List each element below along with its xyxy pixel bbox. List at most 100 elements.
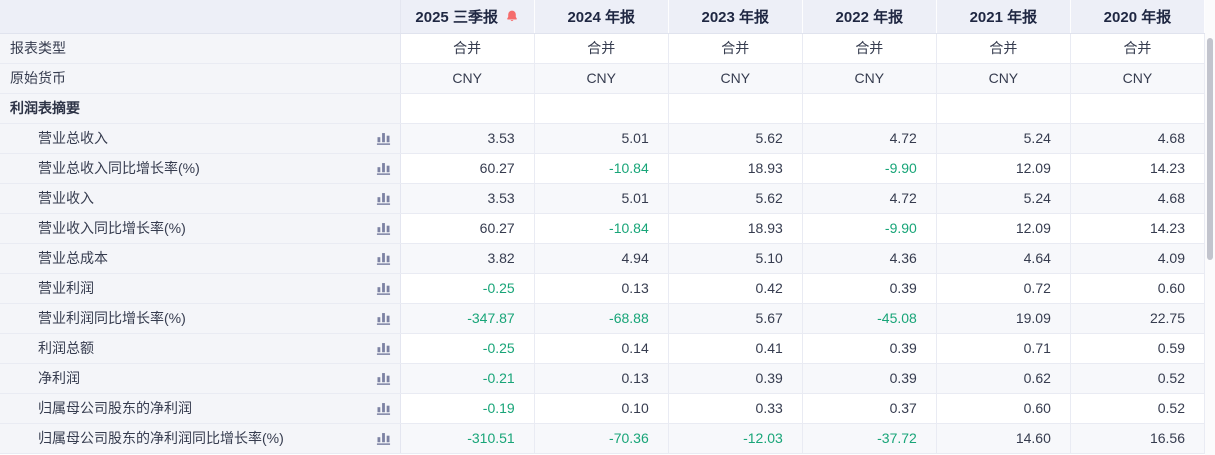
bar-chart-icon[interactable] [376,251,391,266]
value-cell: 4.94 [534,243,669,274]
value-cell [534,93,669,124]
value-cell: 22.75 [1070,303,1206,334]
value-cell: 14.23 [1070,153,1206,184]
row-label-cell: 营业总收入同比增长率(%) [0,153,401,184]
row-label: 利润表摘要 [10,100,80,116]
column-header-label: 2021 年报 [969,8,1038,26]
bar-chart-icon[interactable] [376,431,391,446]
value-cell: -0.25 [400,273,535,304]
value-cell: 18.93 [668,153,803,184]
value-cell: 12.09 [936,153,1071,184]
bar-chart-icon[interactable] [376,371,391,386]
value-cell: 0.13 [534,363,669,394]
value-cell: 14.23 [1070,213,1206,244]
bar-chart-icon[interactable] [376,401,391,416]
value-cell: 60.27 [400,153,535,184]
value-cell: 合并 [668,33,803,64]
value-cell: -347.87 [400,303,535,334]
value-cell: 4.64 [936,243,1071,274]
value-cell [802,93,937,124]
alert-bell-icon[interactable] [505,9,519,24]
value-cell: 0.71 [936,333,1071,364]
table-row: 营业收入同比增长率(%) 60.27 -10.84 18.93 -9.90 12.09 14… [0,213,1206,244]
value-cell: CNY [1070,63,1206,94]
table-row: 营业总收入同比增长率(%) 60.27 -10.84 18.93 -9.90 12.09 1… [0,153,1206,184]
row-label-cell: 归属母公司股东的净利润 [0,393,401,424]
value-cell: CNY [802,63,937,94]
row-label: 营业总成本 [38,250,108,266]
table-row: 营业总成本 3.82 4.94 5.10 4.36 4.64 4.09 [0,243,1206,274]
value-cell: 0.60 [1070,273,1206,304]
row-label-cell: 报表类型 [0,33,401,64]
value-cell [668,93,803,124]
column-header-2025-三季报: 2025 三季报 [400,0,535,34]
value-cell: 5.24 [936,183,1071,214]
value-cell: -0.19 [400,393,535,424]
table-row: 归属母公司股东的净利润同比增长率(%) -310.51 -70.36 -12.03 -3… [0,423,1206,454]
value-cell: CNY [400,63,535,94]
value-cell: -9.90 [802,153,937,184]
value-cell: 0.59 [1070,333,1206,364]
value-cell: 4.09 [1070,243,1206,274]
value-cell [400,93,535,124]
value-cell [936,93,1071,124]
value-cell: 0.37 [802,393,937,424]
value-cell: CNY [668,63,803,94]
row-label: 利润总额 [38,340,94,356]
vertical-scrollbar[interactable] [1205,0,1215,455]
column-header-2021-年报: 2021 年报 [936,0,1071,34]
value-cell: 12.09 [936,213,1071,244]
row-label: 营业总收入同比增长率(%) [38,160,200,176]
row-label-cell: 营业总成本 [0,243,401,274]
table-row: 报表类型 合并 合并 合并 合并 合并 合并 [0,33,1206,64]
value-cell: 0.14 [534,333,669,364]
bar-chart-icon[interactable] [376,191,391,206]
value-cell: 4.68 [1070,123,1206,154]
header-row: 2025 三季报 2024 年报 2023 年报 2022 年报 2021 年报 2020… [0,0,1206,34]
column-header-label: 2023 年报 [701,8,770,26]
value-cell: 0.72 [936,273,1071,304]
value-cell: 4.68 [1070,183,1206,214]
value-cell: 4.36 [802,243,937,274]
column-header-2023-年报: 2023 年报 [668,0,803,34]
value-cell: 16.56 [1070,423,1206,454]
value-cell: 合并 [534,33,669,64]
row-label: 营业利润 [38,280,94,296]
value-cell: 5.62 [668,183,803,214]
header-empty-cell [0,0,401,34]
value-cell: 0.10 [534,393,669,424]
value-cell: -10.84 [534,213,669,244]
value-cell: -70.36 [534,423,669,454]
table-row: 归属母公司股东的净利润 -0.19 0.10 0.33 0.37 0.60 0.52 [0,393,1206,424]
row-label: 净利润 [38,370,80,386]
value-cell: -0.21 [400,363,535,394]
bar-chart-icon[interactable] [376,161,391,176]
bar-chart-icon[interactable] [376,131,391,146]
value-cell: 0.39 [802,273,937,304]
row-label-cell: 营业利润同比增长率(%) [0,303,401,334]
value-cell: 4.72 [802,123,937,154]
value-cell: 3.53 [400,123,535,154]
scrollbar-thumb[interactable] [1207,38,1213,260]
value-cell: 5.62 [668,123,803,154]
table-row: 营业收入 3.53 5.01 5.62 4.72 5.24 4.68 [0,183,1206,214]
table-row: 营业利润 -0.25 0.13 0.42 0.39 0.72 0.60 [0,273,1206,304]
row-label-cell: 营业利润 [0,273,401,304]
table-row: 营业总收入 3.53 5.01 5.62 4.72 5.24 4.68 [0,123,1206,154]
table-row: 利润表摘要 [0,93,1206,124]
row-label: 营业利润同比增长率(%) [38,310,186,326]
value-cell: CNY [534,63,669,94]
bar-chart-icon[interactable] [376,281,391,296]
value-cell: 3.53 [400,183,535,214]
value-cell: 5.01 [534,123,669,154]
table-row: 营业利润同比增长率(%) -347.87 -68.88 5.67 -45.08 19.09… [0,303,1206,334]
value-cell: -45.08 [802,303,937,334]
bar-chart-icon[interactable] [376,221,391,236]
bar-chart-icon[interactable] [376,311,391,326]
value-cell: 60.27 [400,213,535,244]
value-cell: -10.84 [534,153,669,184]
row-label-cell: 营业收入 [0,183,401,214]
bar-chart-icon[interactable] [376,341,391,356]
